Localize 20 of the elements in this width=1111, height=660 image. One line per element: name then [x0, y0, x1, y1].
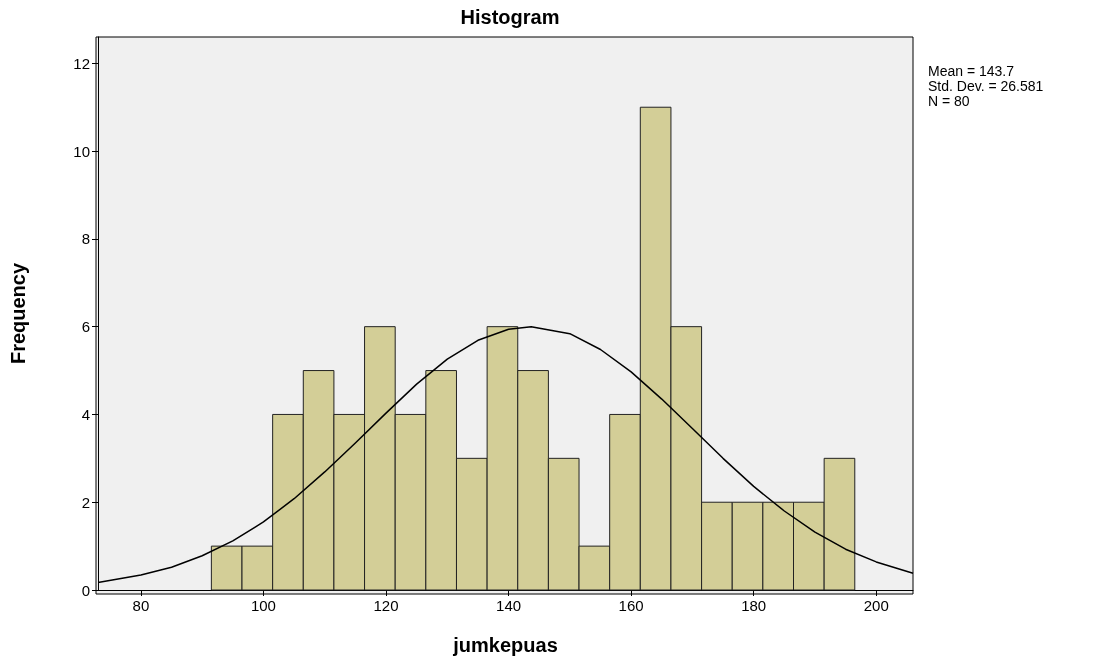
- text: Mean = 143.7: [928, 63, 1015, 79]
- x-tick-label: 200: [863, 597, 889, 614]
- x-tick-label: 80: [132, 597, 150, 614]
- x-tick-label: 120: [373, 597, 399, 614]
- y-tick-label: 4: [81, 405, 90, 423]
- x-tick-label: 180: [741, 597, 767, 614]
- y-tick-label: 10: [73, 142, 90, 160]
- chart-title: Histogram: [460, 6, 560, 28]
- x-tick-label: 140: [496, 597, 522, 614]
- x-axis-title: jumkepuas: [452, 634, 558, 656]
- x-tick-label: 160: [618, 597, 644, 614]
- x-tick-label: 100: [250, 597, 276, 614]
- y-tick-label: 12: [73, 54, 90, 72]
- text: Std. Dev. = 26.581: [928, 78, 1044, 94]
- y-tick-label: 8: [81, 230, 90, 248]
- text: N = 80: [928, 93, 970, 109]
- y-axis-title: Frequency: [7, 262, 29, 365]
- y-tick-label: 2: [81, 493, 90, 511]
- y-tick-label: 6: [81, 318, 90, 336]
- y-tick-label: 0: [81, 581, 90, 599]
